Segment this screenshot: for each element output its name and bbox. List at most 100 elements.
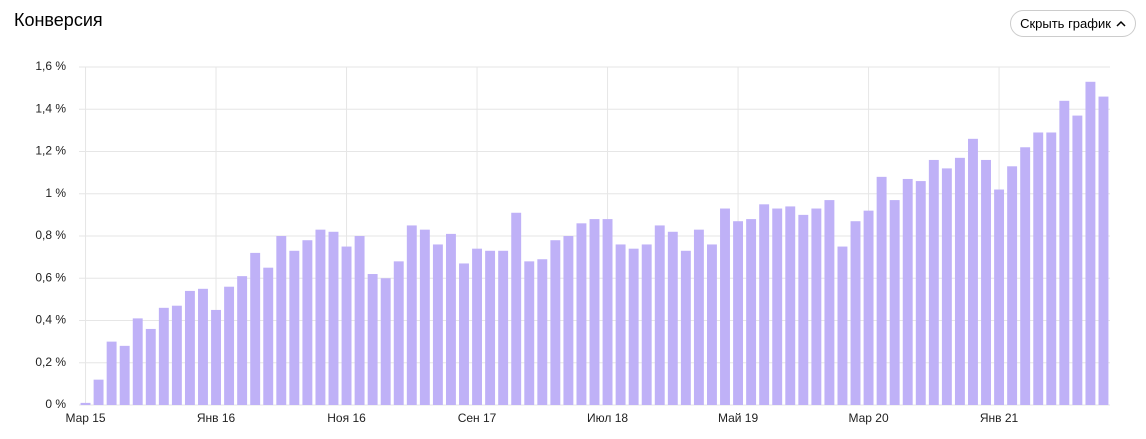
- bar: [994, 189, 1005, 405]
- bar: [119, 345, 130, 405]
- bar: [667, 231, 678, 405]
- x-tick-label: Мар 20: [848, 411, 888, 425]
- bar: [824, 200, 835, 405]
- bar: [746, 219, 757, 405]
- bar: [537, 259, 548, 405]
- bar: [928, 159, 939, 405]
- bar: [680, 250, 691, 405]
- bar: [941, 168, 952, 405]
- bar: [981, 159, 991, 405]
- bar: [315, 229, 326, 405]
- x-tick-label: Сен 17: [458, 411, 497, 425]
- bar: [302, 240, 313, 405]
- x-tick-label: Мар 15: [65, 411, 105, 425]
- bar: [733, 221, 744, 405]
- bar: [615, 244, 626, 405]
- bar: [1020, 147, 1031, 405]
- bar: [354, 236, 365, 405]
- bar: [628, 248, 639, 405]
- bar: [171, 305, 182, 405]
- bar: [902, 178, 913, 405]
- bar: [406, 225, 417, 405]
- bar: [511, 212, 522, 405]
- y-tick-label: 0,4 %: [35, 313, 66, 327]
- y-tick-label: 0,6 %: [35, 270, 66, 284]
- bar: [524, 261, 535, 405]
- bar: [328, 231, 339, 405]
- bar: [341, 246, 352, 405]
- bar: [720, 208, 730, 405]
- bar: [1007, 166, 1018, 405]
- bar: [968, 138, 978, 405]
- bar: [145, 328, 156, 405]
- bar: [915, 181, 926, 405]
- y-tick-label: 1,4 %: [35, 101, 66, 115]
- bar: [889, 200, 900, 405]
- y-tick-label: 0,2 %: [35, 355, 66, 369]
- bar: [798, 214, 809, 405]
- bar: [811, 208, 822, 405]
- bar: [393, 261, 404, 405]
- bar: [837, 246, 848, 405]
- bar: [602, 219, 613, 405]
- bar: [550, 240, 561, 405]
- bar: [380, 278, 391, 405]
- chevron-icon: [1116, 20, 1126, 27]
- bar: [1046, 132, 1057, 406]
- bar: [132, 318, 143, 405]
- bar: [459, 263, 469, 405]
- bar: [276, 236, 287, 405]
- bar: [850, 221, 861, 405]
- bar: [954, 157, 965, 405]
- bar: [419, 229, 430, 405]
- bar: [184, 290, 195, 405]
- bar: [93, 379, 104, 405]
- bar: [785, 206, 796, 405]
- bar: [563, 236, 574, 405]
- bar: [589, 219, 600, 405]
- bar: [693, 229, 704, 405]
- bar: [106, 341, 117, 405]
- chart-title: Конверсия: [14, 10, 103, 30]
- bar: [1098, 96, 1109, 405]
- bar: [224, 286, 235, 405]
- y-tick-label: 0,8 %: [35, 228, 66, 242]
- bar: [472, 248, 483, 405]
- bar: [80, 402, 91, 405]
- y-tick-label: 0 %: [45, 397, 66, 411]
- bar: [772, 208, 783, 405]
- bar: [485, 250, 496, 405]
- bar: [876, 176, 887, 405]
- bar: [367, 274, 378, 405]
- y-tick-label: 1,2 %: [35, 144, 66, 158]
- bar: [576, 223, 587, 405]
- bar: [198, 288, 208, 405]
- bar: [445, 233, 456, 405]
- button-label: Скрыть график: [1020, 16, 1111, 31]
- bar: [498, 250, 509, 405]
- bar: [1033, 132, 1044, 406]
- x-tick-label: Май 19: [718, 411, 759, 425]
- y-tick-label: 1 %: [45, 186, 66, 200]
- x-tick-label: Июл 18: [587, 411, 628, 425]
- bar: [1085, 81, 1096, 405]
- bar: [432, 244, 443, 405]
- y-tick-label: 1,6 %: [35, 59, 66, 73]
- bar: [289, 250, 300, 405]
- bar: [1072, 115, 1083, 406]
- bar: [654, 225, 665, 405]
- bar: [237, 276, 248, 405]
- hide-chart-button[interactable]: Скрыть график: [1010, 10, 1136, 37]
- bar: [863, 210, 874, 405]
- bar: [759, 204, 770, 405]
- bar: [211, 309, 221, 405]
- x-tick-label: Янв 21: [980, 411, 1019, 425]
- x-tick-label: Янв 16: [197, 411, 236, 425]
- bar: [250, 252, 261, 405]
- x-tick-label: Ноя 16: [327, 411, 366, 425]
- bar: [1059, 100, 1070, 406]
- bar: [641, 244, 652, 405]
- bar: [158, 307, 169, 405]
